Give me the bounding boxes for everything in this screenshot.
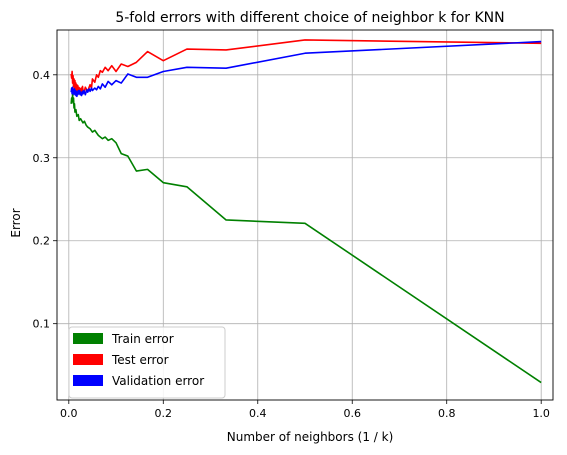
validation-error-line [70,40,542,98]
x-tick-label: 0.2 [155,407,173,420]
train-error-line [70,93,542,384]
legend-box [68,326,226,399]
legend: Train error Test error Validation error [68,326,226,399]
chart-title: 5-fold errors with different choice of n… [115,10,504,26]
legend-swatch-validation [73,375,103,386]
x-axis-ticks: 0.0 0.2 0.4 0.6 0.8 1.0 [60,400,550,420]
y-tick-label: 0.3 [33,152,51,165]
y-tick-label: 0.1 [33,318,51,331]
y-tick-label: 0.4 [33,69,51,82]
y-tick-label: 0.2 [33,235,51,248]
x-tick-label: 0.8 [438,407,456,420]
plot-lines [70,39,542,384]
x-axis-label: Number of neighbors (1 / k) [227,430,394,444]
legend-label-test: Test error [111,353,169,367]
legend-swatch-test [73,354,103,365]
x-tick-label: 1.0 [532,407,550,420]
grid-lines [57,30,553,400]
y-axis-ticks: 0.1 0.2 0.3 0.4 [33,69,57,331]
axes-frame [56,29,554,401]
legend-label-validation: Validation error [112,374,204,388]
x-tick-label: 0.0 [60,407,78,420]
legend-label-train: Train error [111,332,174,346]
y-axis-label: Error [9,208,23,237]
x-tick-label: 0.6 [343,407,361,420]
legend-swatch-train [73,333,103,344]
x-tick-label: 0.4 [249,407,267,420]
